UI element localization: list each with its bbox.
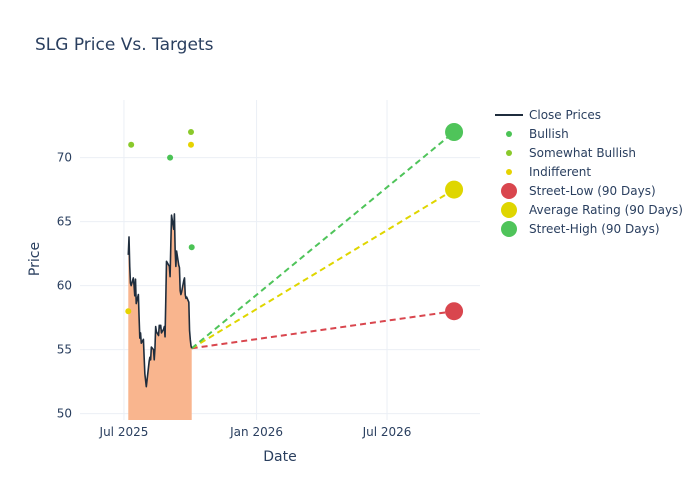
target-line: [191, 188, 455, 350]
chart-title: SLG Price Vs. Targets: [35, 35, 214, 55]
legend-label: Indifferent: [529, 165, 591, 179]
y-tick-label: 60: [57, 279, 72, 293]
x-tick-label: Jul 2025: [99, 425, 149, 439]
x-axis-label: Date: [263, 449, 296, 465]
axes: 50 55 60 65 70 Jul 2025 Jan 2026 Jul 2026: [57, 151, 412, 439]
legend-item[interactable]: Street-Low (90 Days): [501, 183, 656, 199]
y-tick-label: 50: [57, 407, 72, 421]
target-line: [191, 310, 455, 350]
close-price-polyline: [127, 213, 193, 388]
legend-item[interactable]: Somewhat Bullish: [506, 146, 636, 160]
target-marker[interactable]: [445, 302, 464, 321]
y-tick-label: 55: [57, 343, 72, 357]
analyst-point[interactable]: [125, 308, 132, 315]
y-tick-label: 65: [57, 215, 72, 229]
legend-item[interactable]: Average Rating (90 Days): [501, 202, 683, 218]
legend-item[interactable]: Street-High (90 Days): [501, 221, 660, 237]
legend-item[interactable]: Close Prices: [495, 108, 601, 122]
analyst-point[interactable]: [167, 154, 174, 161]
legend-dot-swatch: [506, 150, 512, 156]
legend-label: Somewhat Bullish: [529, 146, 636, 160]
x-tick-label: Jan 2026: [229, 425, 283, 439]
y-axis-label: Price: [27, 242, 43, 276]
legend-item[interactable]: Indifferent: [506, 165, 591, 179]
legend-marker-swatch: [501, 202, 517, 218]
legend-dot-swatch: [506, 131, 512, 137]
target-markers: [445, 123, 464, 321]
y-tick-label: 70: [57, 151, 72, 165]
x-tick-label: Jul 2026: [362, 425, 412, 439]
legend-label: Close Prices: [529, 108, 601, 122]
legend-label: Average Rating (90 Days): [529, 203, 683, 217]
analyst-point[interactable]: [187, 141, 194, 148]
legend[interactable]: Close Prices Bullish Somewhat Bullish Indif…: [495, 108, 683, 237]
target-line: [191, 131, 455, 350]
analyst-point[interactable]: [188, 244, 195, 251]
analyst-points: [125, 129, 195, 315]
legend-dot-swatch: [506, 169, 512, 175]
target-lines: [191, 131, 455, 350]
legend-marker-swatch: [501, 183, 517, 199]
legend-item[interactable]: Bullish: [506, 127, 569, 141]
legend-label: Street-Low (90 Days): [529, 184, 656, 198]
legend-label: Street-High (90 Days): [529, 222, 660, 236]
analyst-point[interactable]: [128, 141, 135, 148]
target-marker[interactable]: [445, 123, 464, 141]
target-marker[interactable]: [445, 180, 464, 199]
analyst-point[interactable]: [187, 129, 194, 135]
legend-marker-swatch: [501, 221, 517, 237]
close-price-line: [127, 213, 193, 388]
legend-label: Bullish: [529, 127, 569, 141]
